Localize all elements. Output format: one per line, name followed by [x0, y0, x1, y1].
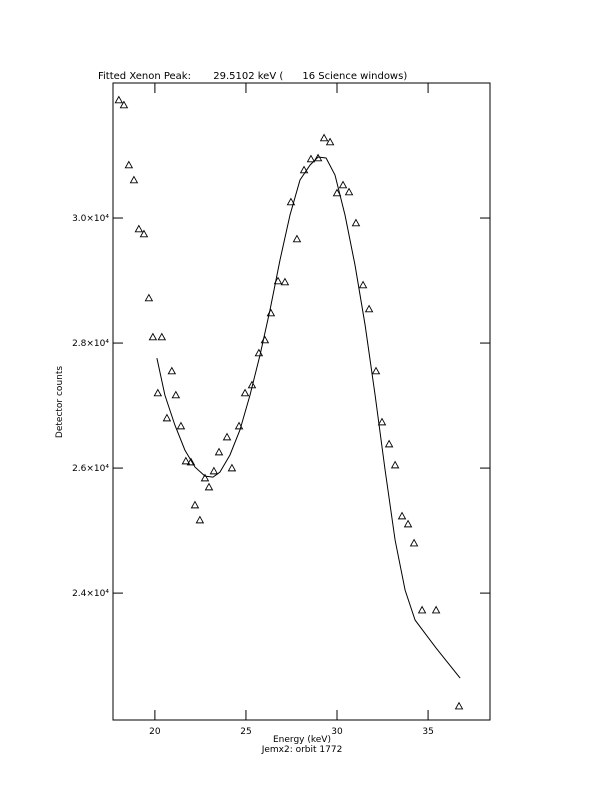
- data-point: [195, 515, 205, 524]
- data-point: [319, 133, 329, 142]
- data-point: [204, 482, 214, 491]
- y-tick-label: 3.0×10⁴: [72, 214, 109, 224]
- data-point: [299, 165, 309, 174]
- data-point: [280, 277, 290, 286]
- data-point: [124, 160, 134, 169]
- data-point: [181, 456, 191, 465]
- data-point: [338, 180, 348, 189]
- x-axis-label: Energy (keV): [273, 735, 331, 745]
- data-point: [397, 511, 407, 520]
- x-tick-label: 20: [149, 727, 161, 737]
- data-point: [351, 218, 361, 227]
- x-tick-label: 25: [240, 727, 251, 737]
- data-point: [371, 366, 381, 375]
- data-point: [186, 457, 196, 466]
- plot-frame: [112, 82, 491, 721]
- data-point: [129, 175, 139, 184]
- data-point: [209, 466, 219, 475]
- data-point: [200, 473, 210, 482]
- data-point: [384, 439, 394, 448]
- data-point: [409, 538, 419, 547]
- data-point: [454, 701, 464, 710]
- data-point: [377, 417, 387, 426]
- y-tick-label: 2.8×10⁴: [72, 339, 109, 349]
- y-axis-label: Detector counts: [55, 366, 65, 438]
- data-point: [157, 332, 167, 341]
- chart-title: Fitted Xenon Peak: 29.5102 keV ( 16 Scie…: [98, 71, 407, 82]
- data-point: [431, 605, 441, 614]
- data-point: [403, 519, 413, 528]
- data-point: [417, 605, 427, 614]
- data-point: [332, 188, 342, 197]
- data-point: [344, 187, 354, 196]
- data-point: [358, 280, 368, 289]
- data-point: [114, 95, 124, 104]
- fit-line: [156, 156, 461, 679]
- data-point: [119, 100, 129, 109]
- data-point: [144, 293, 154, 302]
- data-point: [167, 366, 177, 375]
- data-point: [364, 304, 374, 313]
- data-point: [325, 137, 335, 146]
- data-point: [214, 447, 224, 456]
- x-tick-label: 30: [331, 727, 343, 737]
- data-point: [171, 390, 181, 399]
- data-point: [134, 224, 144, 233]
- data-point: [162, 413, 172, 422]
- subtitle: Jemx2: orbit 1772: [261, 745, 343, 755]
- data-point: [148, 332, 158, 341]
- y-tick-label: 2.4×10⁴: [72, 589, 109, 599]
- data-point: [190, 500, 200, 509]
- data-point: [222, 432, 232, 441]
- x-tick-label: 35: [422, 727, 433, 737]
- data-point: [240, 388, 250, 397]
- data-point: [286, 197, 296, 206]
- data-point: [139, 229, 149, 238]
- data-point: [227, 463, 237, 472]
- data-point: [176, 421, 186, 430]
- data-point: [292, 234, 302, 243]
- y-tick-label: 2.6×10⁴: [72, 464, 109, 474]
- data-point: [306, 154, 316, 163]
- data-point: [390, 460, 400, 469]
- data-point: [153, 388, 163, 397]
